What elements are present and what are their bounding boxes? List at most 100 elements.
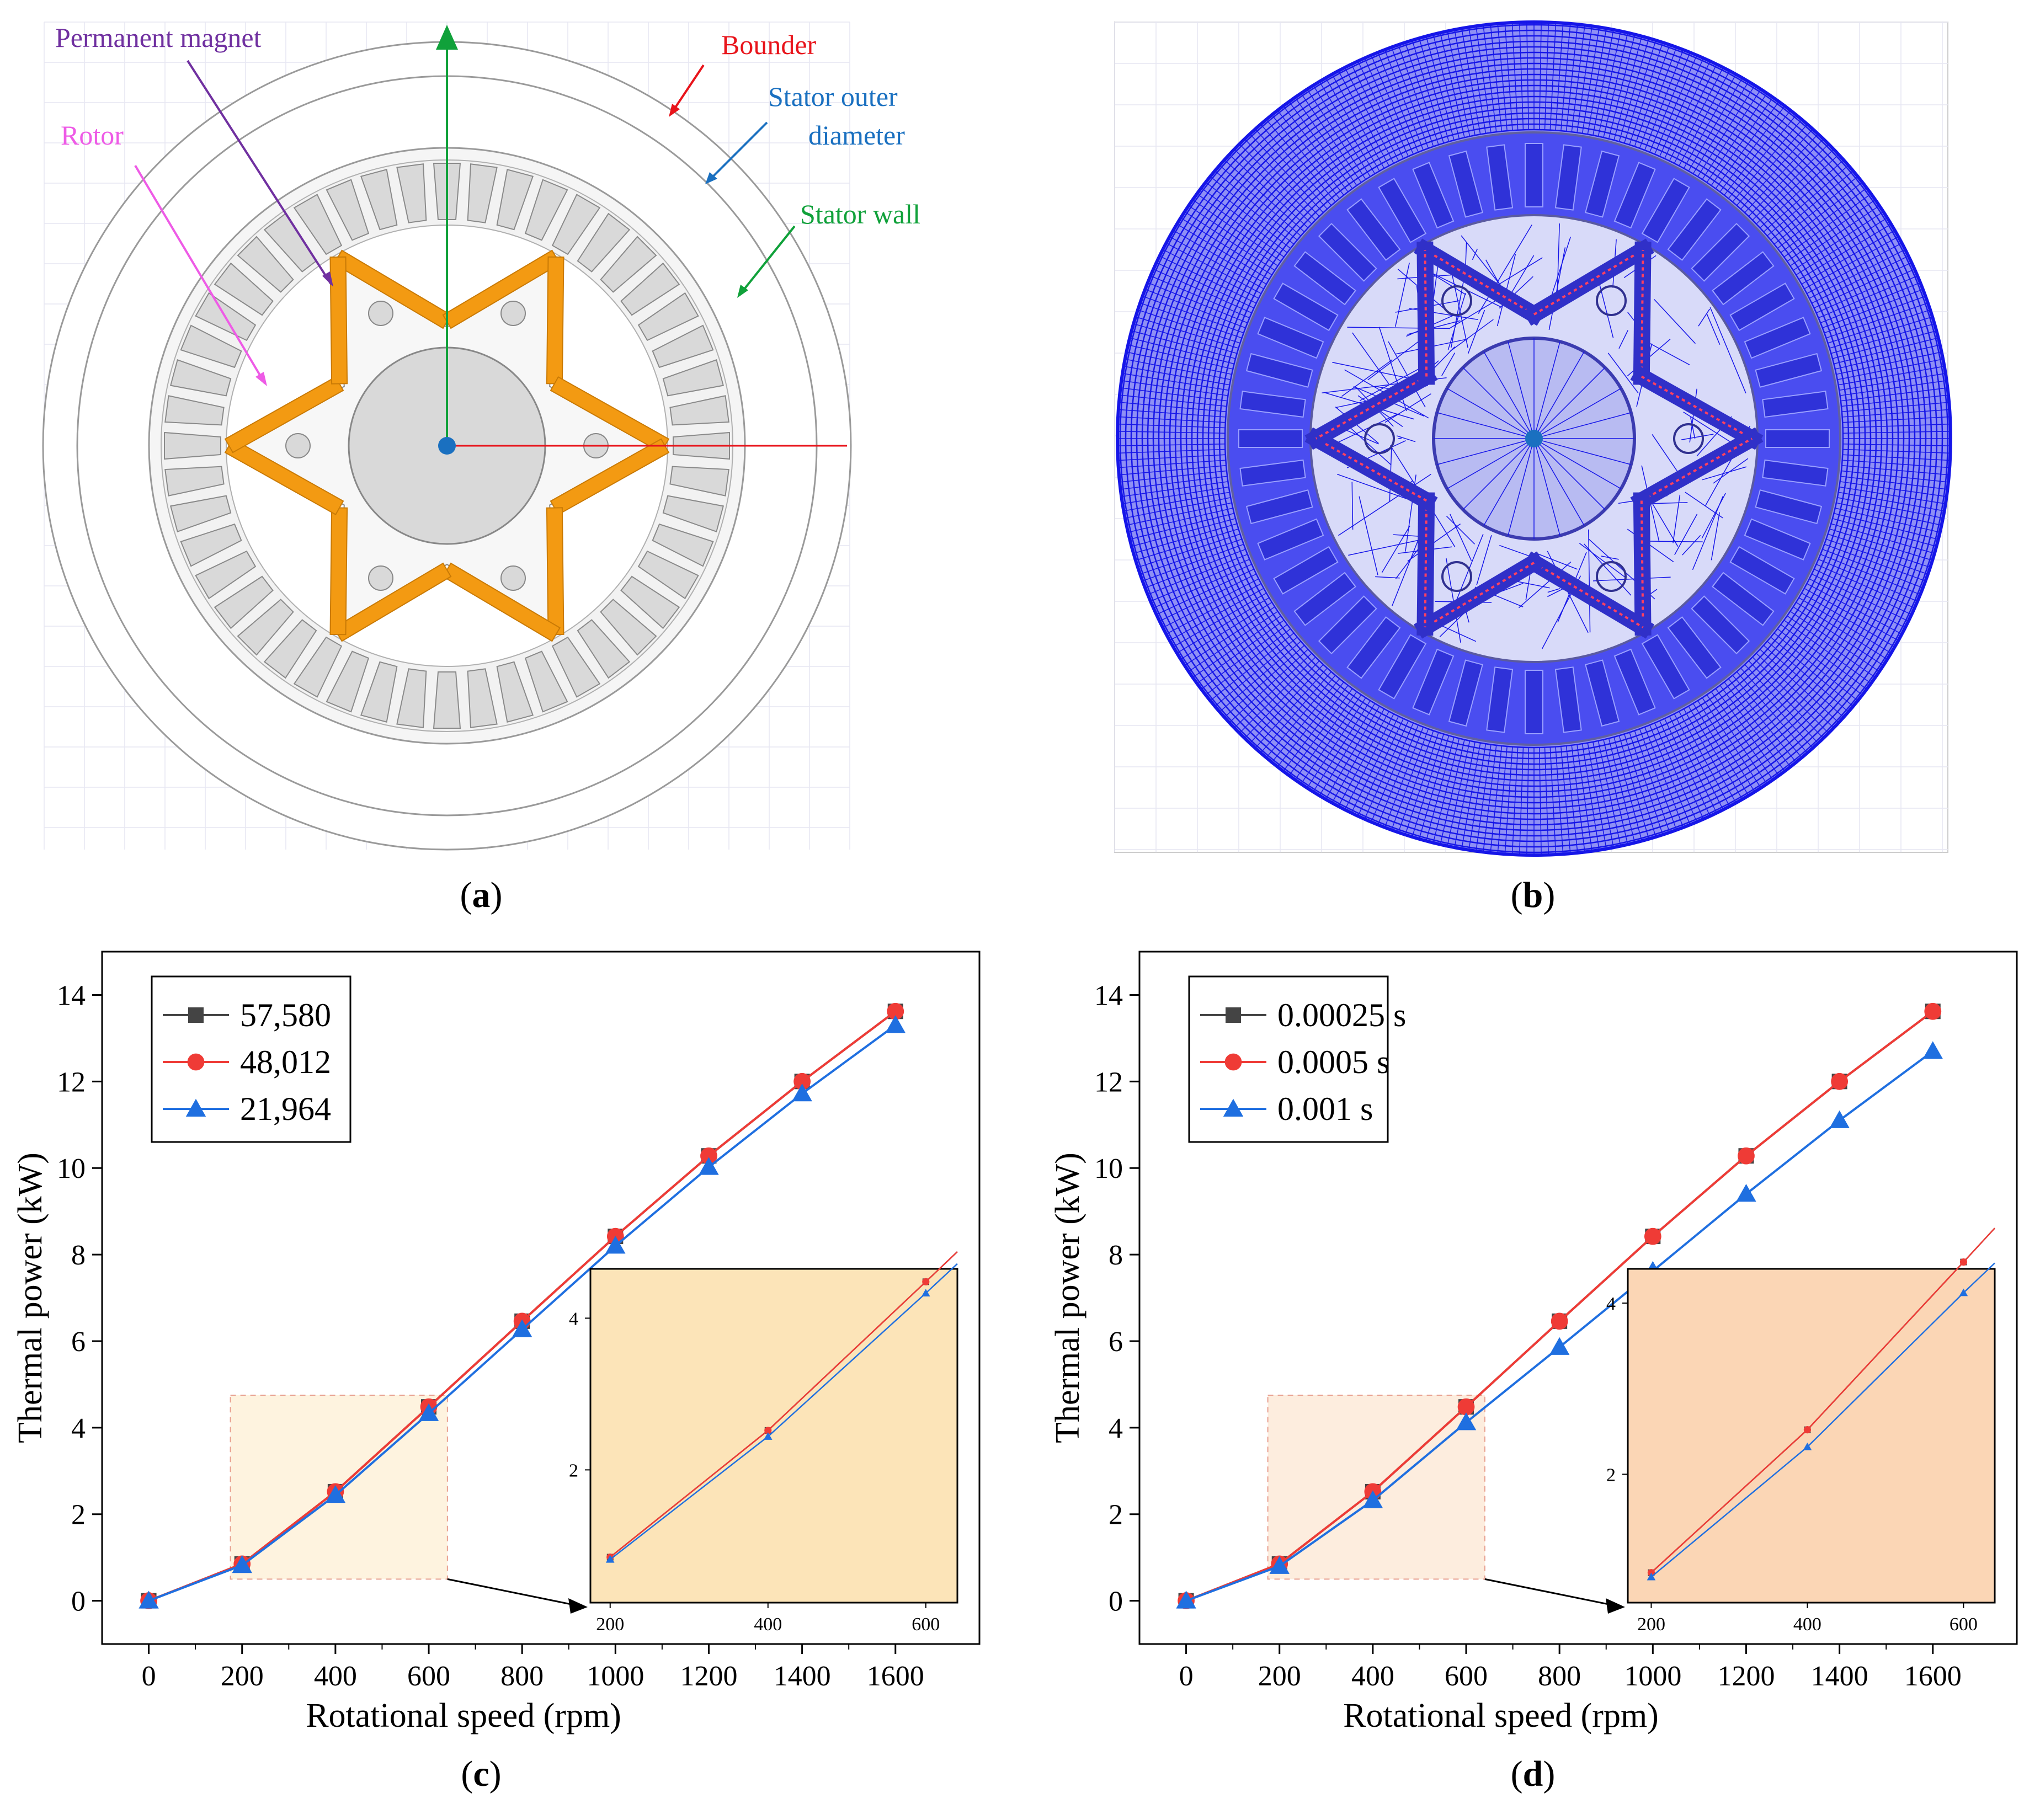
- y-tick-label: 4: [1109, 1413, 1123, 1444]
- chart-d: 0 200 400 600 800 1000 1200 1400 1600 0 2 4 6 8 10 12 14…: [1037, 932, 2024, 1749]
- legend-label: 0.001 s: [1277, 1091, 1373, 1127]
- x-tick-label: 400: [1351, 1661, 1394, 1692]
- rotor-hole: [286, 434, 310, 458]
- y-tick-label: 10: [1094, 1153, 1123, 1184]
- x-tick-label: 200: [1258, 1661, 1301, 1692]
- data-marker-circle: [1924, 1003, 1941, 1020]
- x-tick-label: 0: [142, 1661, 156, 1692]
- x-tick-label: 800: [500, 1661, 544, 1692]
- x-tick-label: 200: [221, 1661, 264, 1692]
- x-tick-label: 1000: [1624, 1661, 1681, 1692]
- x-tick-label: 1600: [867, 1661, 924, 1692]
- x-axis-label: Rotational speed (rpm): [306, 1697, 621, 1734]
- data-marker-circle: [188, 1054, 205, 1071]
- chart-c: 0 200 400 600 800 1000 1200 1400 160002468101214…: [0, 932, 988, 1749]
- rotor-hole: [501, 301, 525, 325]
- legend-label: 0.00025 s: [1277, 997, 1406, 1033]
- mesh-slot: [1525, 143, 1543, 207]
- legend: 57,580 48,012 21,964: [152, 976, 350, 1142]
- legend-label: 21,964: [240, 1091, 331, 1127]
- y-tick-label: 0: [1109, 1586, 1123, 1618]
- mesh-slot: [1766, 430, 1829, 447]
- inset-frame: [590, 1269, 957, 1603]
- label-bounder: Bounder: [721, 29, 817, 60]
- y-axis-label: Thermal power (kW): [1049, 1152, 1086, 1443]
- inset-y-tick-label: 2: [569, 1460, 578, 1481]
- y-axis-label: Thermal power (kW): [12, 1152, 49, 1443]
- x-tick-label: 400: [314, 1661, 357, 1692]
- data-marker-square: [1226, 1007, 1241, 1023]
- label-stator-outer: Stator outer: [768, 81, 898, 112]
- rotor-hole: [501, 566, 525, 590]
- x-tick-label: 600: [1445, 1661, 1488, 1692]
- inset-x-tick-label: 600: [1950, 1614, 1978, 1635]
- caption-b: (b): [1450, 874, 1616, 916]
- inset-frame: [1628, 1269, 1995, 1603]
- caption-d: (d): [1450, 1753, 1616, 1795]
- origin-point: [1525, 430, 1543, 447]
- inset-x-tick-label: 200: [596, 1614, 624, 1635]
- label-stator-outer-diameter: diameter: [808, 120, 905, 151]
- x-tick-label: 1000: [587, 1661, 644, 1692]
- mesh-slot-shape: [1525, 143, 1543, 207]
- data-marker-circle: [1225, 1054, 1242, 1071]
- stator-slot-shape: [434, 672, 460, 728]
- x-tick-label: 1200: [1717, 1661, 1775, 1692]
- rotor-hole: [369, 566, 393, 590]
- label-rotor: Rotor: [61, 120, 124, 151]
- y-tick-label: 0: [71, 1586, 86, 1618]
- origin-point: [438, 437, 456, 455]
- data-marker-circle: [1960, 1258, 1967, 1266]
- permanent-magnet: [331, 257, 348, 384]
- y-axis-arrowhead: [436, 25, 458, 50]
- caption-c: (c): [398, 1753, 564, 1795]
- stator-slot: [164, 433, 221, 459]
- mesh-slot-shape: [1239, 430, 1302, 447]
- y-tick-label: 12: [1094, 1066, 1123, 1098]
- y-tick-label: 14: [1094, 980, 1123, 1011]
- inset-y-tick-label: 4: [569, 1309, 578, 1329]
- inset-x-tick-label: 600: [912, 1614, 940, 1635]
- x-tick-label: 1400: [1811, 1661, 1868, 1692]
- y-tick-label: 6: [1109, 1326, 1123, 1358]
- rotor-hole: [369, 301, 393, 325]
- inset-x-tick-label: 400: [754, 1614, 782, 1635]
- x-tick-label: 800: [1538, 1661, 1581, 1692]
- permanent-magnet: [547, 508, 564, 634]
- y-tick-label: 2: [1109, 1499, 1123, 1531]
- mesh-drawing: [1104, 0, 1964, 861]
- legend-label: 0.0005 s: [1277, 1044, 1389, 1080]
- mesh-slot-shape: [1525, 670, 1543, 734]
- label-stator-wall: Stator wall: [800, 199, 920, 229]
- permanent-magnet: [547, 257, 564, 384]
- inset-y-tick-label: 4: [1606, 1294, 1616, 1314]
- data-marker-circle: [1804, 1426, 1811, 1433]
- label-permanent-magnet: Permanent magnet: [55, 22, 262, 53]
- mesh-slot: [1239, 430, 1302, 447]
- inset-y-tick-label: 2: [1606, 1465, 1616, 1485]
- x-tick-label: 0: [1179, 1661, 1194, 1692]
- legend: 0.00025 s 0.0005 s 0.001 s: [1189, 976, 1406, 1142]
- inset-chart: 200 400 600 2 4: [1606, 1228, 1995, 1635]
- data-marker-circle: [1644, 1228, 1661, 1245]
- mesh-slot-shape: [1766, 430, 1829, 447]
- inset-chart: 200 400 600 2 4: [569, 1252, 957, 1635]
- data-marker-circle: [1738, 1147, 1755, 1165]
- x-axis-label: Rotational speed (rpm): [1343, 1697, 1659, 1734]
- legend-label: 57,580: [240, 997, 331, 1033]
- x-tick-label: 1200: [680, 1661, 737, 1692]
- y-tick-label: 8: [71, 1240, 86, 1271]
- x-tick-label: 1600: [1904, 1661, 1962, 1692]
- y-tick-label: 8: [1109, 1240, 1123, 1271]
- permanent-magnet: [331, 508, 348, 634]
- data-marker-circle: [922, 1278, 929, 1285]
- y-tick-label: 10: [57, 1153, 86, 1184]
- data-marker-circle: [1831, 1073, 1848, 1090]
- y-tick-label: 6: [71, 1326, 86, 1358]
- legend-label: 48,012: [240, 1044, 331, 1080]
- y-tick-label: 4: [71, 1413, 86, 1444]
- motor-geometry-drawing: Permanent magnet Rotor Bounder Stator ou…: [0, 0, 894, 861]
- data-marker-circle: [1551, 1312, 1568, 1330]
- x-tick-label: 1400: [774, 1661, 831, 1692]
- caption-a: (a): [398, 874, 564, 916]
